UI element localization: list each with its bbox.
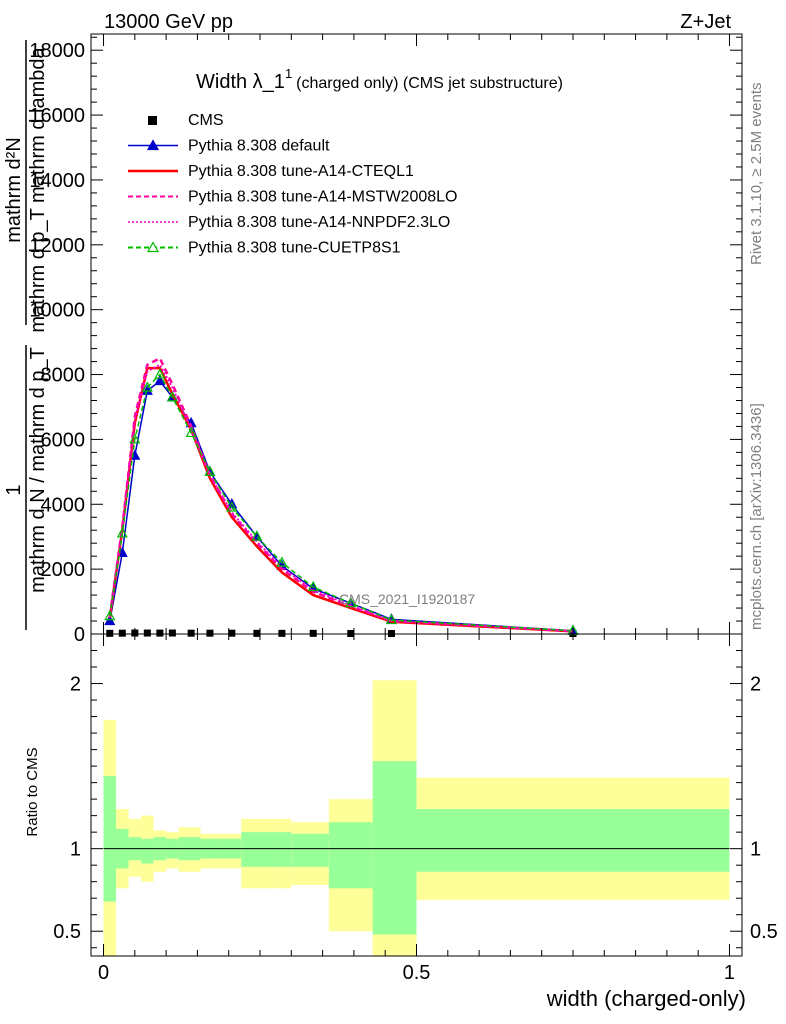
ratio-ytick-label-right: 0.5 (750, 921, 778, 943)
ylabel-prefactor-den: mathrm d N / mathrm d p_T (27, 347, 49, 593)
analysis-watermark: CMS_2021_I1920187 (339, 591, 475, 607)
ylabel-prefactor-num: 1 (3, 484, 25, 495)
energy-label: 13000 GeV pp (104, 11, 233, 33)
ratio-ytick-label-right: 1 (750, 839, 761, 861)
series-marker-5 (276, 556, 288, 567)
series-marker-5 (154, 368, 166, 379)
ratio-inner-band (241, 832, 273, 867)
chart-title: Width λ_11 (charged only) (CMS jet substr… (196, 66, 563, 93)
ratio-inner-band (416, 809, 730, 872)
title-main: Width λ_1 (196, 71, 285, 93)
main-ytick-label: 0 (74, 624, 85, 646)
legend-marker-cms (148, 116, 157, 125)
legend-triangle-1 (146, 139, 160, 151)
series-marker-5 (129, 433, 141, 444)
main-series-layer (104, 356, 579, 638)
series-marker-5 (185, 426, 197, 438)
main-plot-background (91, 34, 742, 634)
ratio-inner-band (103, 776, 117, 902)
cms-data-point (309, 629, 317, 637)
series-marker-5 (307, 580, 319, 592)
ratio-inner-band (272, 832, 292, 867)
cms-data-point (206, 629, 214, 637)
series-marker-1 (104, 614, 116, 626)
main-ytick-label: 14000 (29, 170, 85, 192)
title-subtitle: (charged only) (CMS jet substructure) (296, 75, 563, 92)
series-line-5 (109, 373, 574, 632)
process-label: Z+Jet (680, 11, 731, 33)
ratio-ytick-label: 0.5 (53, 921, 81, 943)
main-ytick-label: 6000 (41, 429, 86, 451)
series-marker-5 (116, 527, 128, 538)
cms-data-point (106, 629, 114, 637)
main-axes: 0 2000 4000 6000 8000 10000 12000 14000 16000 180… (29, 33, 743, 646)
main-ytick-label: 2000 (41, 559, 86, 581)
main-ytick-label: 8000 (41, 365, 86, 387)
title-superscript: 1 (285, 66, 292, 81)
series-marker-1 (154, 374, 166, 386)
main-ytick-label: 16000 (29, 105, 85, 127)
ratio-inner-band (328, 822, 373, 889)
mcplots-label: mcplots.cern.ch [arXiv:1306.3436] (748, 403, 765, 630)
series-marker-1 (141, 384, 153, 395)
cms-data-point (187, 629, 195, 637)
ratio-inner-band (291, 833, 329, 867)
series-marker-5 (345, 596, 357, 608)
ratio-inner-band (141, 838, 154, 864)
legend: CMS Pythia 8.308 default Pythia 8.308 tune… (128, 112, 457, 257)
cms-data-point (168, 629, 176, 637)
cms-data-point (143, 629, 151, 637)
legend-label-1: Pythia 8.308 default (188, 138, 330, 155)
cms-data-point (118, 629, 126, 637)
cms-data-point (278, 629, 286, 637)
cms-data-point (228, 629, 236, 637)
legend-label-5: Pythia 8.308 tune-CUETP8S1 (188, 240, 401, 257)
legend-label-4: Pythia 8.308 tune-A14-NNPDF2.3LO (188, 214, 450, 231)
legend-triangle-5 (146, 241, 160, 253)
ratio-xtick-label: 0.5 (403, 962, 431, 984)
series-line-2 (108, 366, 574, 633)
legend-label-2: Pythia 8.308 tune-A14-CTEQL1 (188, 163, 414, 180)
main-ytick-label: 12000 (29, 235, 85, 257)
ratio-axes: 0.5 0.5 1 1 2 2 0 0.5 1 (53, 633, 778, 984)
main-ytick-label: 10000 (29, 300, 85, 322)
ratio-ytick-label: 2 (70, 674, 81, 696)
ratio-ylabel: Ratio to CMS (24, 747, 41, 836)
ylabel-numerator: mathrm d²N (3, 137, 25, 243)
ratio-xlabel: width (charged-only) (546, 986, 746, 1011)
cms-data-point (156, 629, 164, 637)
series-marker-5 (385, 613, 397, 625)
ratio-ytick-label-right: 2 (750, 674, 761, 696)
series-marker-5 (204, 465, 216, 476)
legend-label-0: CMS (188, 112, 224, 129)
ratio-ytick-label: 1 (70, 839, 81, 861)
ylabel-denominator: mathrm d p_T mathrm d lambda (27, 46, 49, 332)
ratio-inner-band (372, 761, 417, 935)
main-ylabel: 1 mathrm d N / mathrm d p_T mathrm d²N m… (3, 40, 49, 630)
main-ytick-label: 4000 (41, 494, 86, 516)
rivet-label: Rivet 3.1.10, ≥ 2.5M events (748, 83, 765, 266)
series-marker-5 (141, 381, 153, 392)
main-plot-area (91, 34, 742, 634)
ratio-bands-layer (103, 680, 730, 956)
ratio-xtick-label: 1 (724, 962, 735, 984)
main-ytick-label: 18000 (29, 40, 85, 62)
series-marker-5 (226, 501, 238, 512)
legend-label-3: Pythia 8.308 tune-A14-MSTW2008LO (188, 189, 457, 206)
series-marker-5 (251, 530, 263, 541)
cms-data-point (253, 629, 261, 637)
series-marker-5 (166, 390, 178, 402)
ratio-xtick-label: 0 (98, 962, 109, 984)
series-marker-5 (104, 609, 116, 621)
